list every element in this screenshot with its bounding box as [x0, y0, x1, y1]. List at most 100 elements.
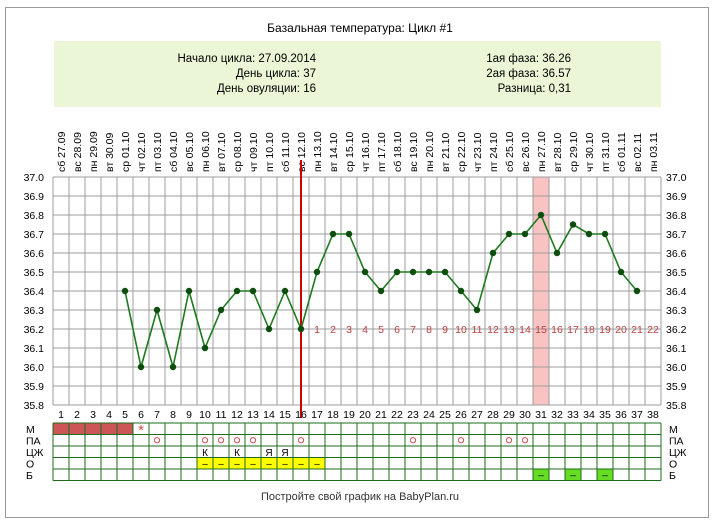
temperature-point	[233, 287, 241, 295]
pa-circle-icon	[201, 437, 209, 444]
temperature-point	[361, 268, 369, 276]
phase2-day-number: 19	[599, 324, 611, 336]
phase2-day-number: 5	[378, 324, 384, 336]
pa-circle-icon	[217, 437, 225, 444]
cycle-day-label: 9	[186, 409, 192, 421]
date-label: пт 24.10	[488, 132, 500, 172]
date-label: вс 26.10	[520, 132, 532, 172]
cycle-day-label: 25	[439, 409, 451, 421]
temperature-point	[329, 230, 337, 238]
menses-cell	[69, 423, 85, 435]
pa-circle-icon	[297, 437, 305, 444]
y-tick-label-left: 37.0	[24, 172, 45, 184]
phase2-day-number: 13	[503, 324, 515, 336]
temperature-point	[297, 325, 305, 333]
temperature-point	[169, 363, 177, 371]
b-mark: –	[538, 470, 544, 481]
cycle-day-label: 13	[247, 409, 259, 421]
temperature-point	[137, 363, 145, 371]
date-label: сб 04.10	[168, 131, 180, 172]
cycle-day-label: 16	[295, 409, 307, 421]
temperature-point	[633, 287, 641, 295]
date-label: сб 11.10	[280, 132, 292, 172]
o-mark: –	[202, 459, 208, 470]
cycle-day-label: 31	[535, 409, 547, 421]
date-label: пт 31.10	[600, 132, 612, 172]
phase1-text: 1ая фаза: 36.26	[486, 53, 571, 65]
phase2-day-number: 14	[519, 324, 531, 336]
phase2-day-number: 21	[631, 324, 643, 336]
y-tick-label-left: 35.9	[24, 381, 45, 393]
phase2-day-number: 6	[394, 324, 400, 336]
date-label: вс 12.10	[296, 132, 308, 172]
date-label: вс 19.10	[408, 132, 420, 172]
footer-text: Постройте свой график на BabyPlan.ru	[260, 491, 460, 503]
cycle-day-label: 32	[551, 409, 563, 421]
cycle-day-label: 23	[407, 409, 419, 421]
temperature-point	[121, 287, 129, 295]
date-label: пн 13.10	[312, 131, 324, 172]
temperature-point	[441, 268, 449, 276]
phase2-day-number: 12	[487, 324, 499, 336]
date-label: вт 07.10	[216, 132, 228, 172]
phase2-day-number: 22	[647, 324, 659, 336]
date-label: вт 30.09	[104, 132, 116, 172]
y-tick-label-left: 36.0	[24, 362, 45, 374]
date-label: вт 28.10	[552, 132, 564, 172]
phase2-day-number: 17	[567, 324, 579, 336]
date-label: вт 21.10	[440, 132, 452, 172]
date-label: чт 30.10	[584, 132, 596, 172]
phase2-day-number: 18	[583, 324, 595, 336]
cycle-day-label: 22	[391, 409, 403, 421]
date-label: пт 10.10	[264, 132, 276, 172]
o-marked-cell	[213, 457, 229, 469]
czh-mark: К	[234, 448, 240, 459]
menses-cell	[117, 423, 133, 435]
temperature-point	[537, 211, 545, 219]
cycle-day-label: 28	[487, 409, 499, 421]
o-marked-cell	[309, 457, 325, 469]
temperature-point	[185, 287, 193, 295]
phase2-day-number: 7	[410, 324, 416, 336]
y-tick-label-right: 36.0	[666, 362, 687, 374]
temperature-point	[409, 268, 417, 276]
cycle-day-label: 12	[231, 409, 243, 421]
cycle-day-label: 19	[343, 409, 355, 421]
cycle-day-text: День цикла: 37	[235, 68, 316, 80]
y-tick-label-right: 36.8	[666, 210, 687, 222]
date-label: сб 18.10	[392, 131, 404, 172]
czh-mark: К	[202, 448, 208, 459]
y-tick-label-right: 36.9	[666, 191, 687, 203]
phase2-text: 2ая фаза: 36.57	[486, 68, 571, 80]
phase2-day-number: 20	[615, 324, 627, 336]
cycle-day-label: 14	[263, 409, 275, 421]
cycle-day-label: 10	[199, 409, 211, 421]
table-row-label-left: ПА	[26, 435, 41, 447]
y-tick-label-right: 37.0	[666, 172, 687, 184]
temperature-point	[153, 306, 161, 314]
table-row-label-right: Б	[669, 470, 676, 482]
date-label: чт 23.10	[472, 132, 484, 172]
temperature-point	[249, 287, 257, 295]
date-label: ср 08.10	[232, 132, 244, 172]
date-label: ср 01.10	[120, 132, 132, 172]
date-label: пн 20.10	[424, 131, 436, 172]
cycle-day-label: 27	[471, 409, 483, 421]
o-mark: –	[266, 459, 272, 470]
temperature-point	[521, 230, 529, 238]
temperature-point	[553, 249, 561, 257]
table-row-label-right: ЦЖ	[669, 447, 687, 459]
ovulation-day-text: День овуляции: 16	[216, 83, 316, 95]
y-tick-label-right: 36.3	[666, 305, 687, 317]
table-row-label-left: М	[26, 424, 35, 436]
cycle-day-label: 8	[170, 409, 176, 421]
phase2-day-number: 1	[314, 324, 320, 336]
date-label: вс 02.11	[632, 133, 644, 172]
date-label: вс 28.09	[72, 132, 84, 172]
y-tick-label-left: 36.4	[24, 286, 45, 298]
y-tick-label-left: 36.1	[24, 343, 45, 355]
cycle-summary-panel: Начало цикла: 27.09.2014 День цикла: 37 …	[54, 41, 661, 107]
pa-circle-icon	[409, 437, 417, 444]
temperature-point	[313, 268, 321, 276]
temperature-point	[617, 268, 625, 276]
